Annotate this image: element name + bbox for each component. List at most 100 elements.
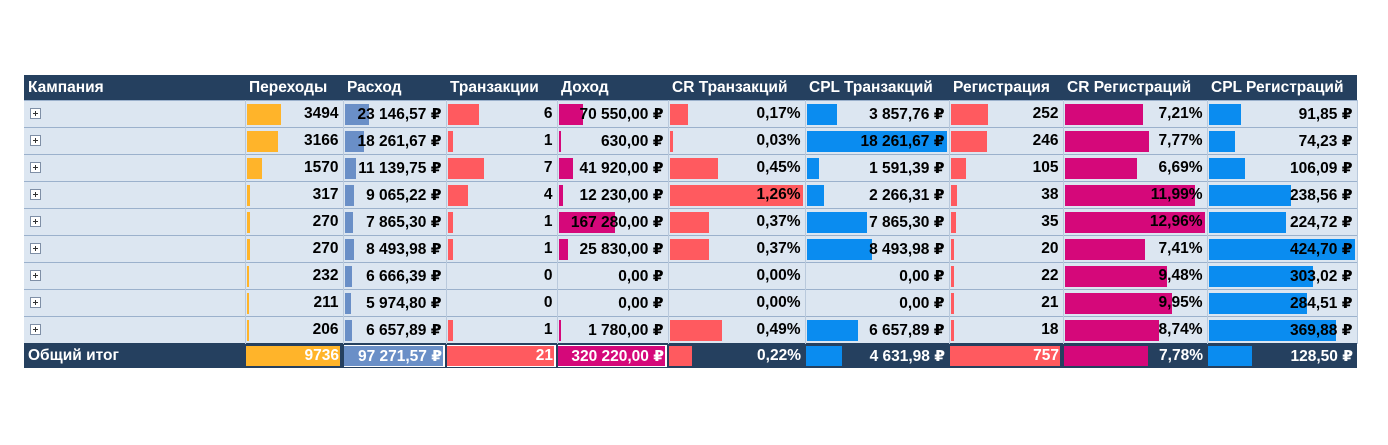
cell-cr-registrations[interactable]: 12,96% [1063,208,1208,236]
cell-cr-transactions[interactable]: 1,26% [668,181,806,209]
cell-clicks[interactable]: 3494 [245,100,344,128]
cell-revenue[interactable]: 167 280,00 ₽ [557,208,669,236]
cell-cpl-transactions[interactable]: 1 591,39 ₽ [805,154,950,182]
cell-transactions[interactable]: 1 [446,127,558,155]
header-cost[interactable]: Расход [343,75,446,101]
cell-cpl-transactions[interactable]: 0,00 ₽ [805,289,950,317]
cell-clicks[interactable]: 270 [245,235,344,263]
cell-clicks[interactable]: 1570 [245,154,344,182]
cell-registrations[interactable]: 252 [949,100,1064,128]
cell-campaign[interactable] [24,100,246,128]
cell-transactions[interactable]: 1 [446,316,558,344]
cell-clicks[interactable]: 317 [245,181,344,209]
cell-cost[interactable]: 7 865,30 ₽ [343,208,447,236]
total-cell-cpl-registrations[interactable]: 128,50 ₽ [1207,343,1357,368]
table-row[interactable]: 232 6 666,39 ₽ 0 0,00 ₽ 0,00% 0,00 ₽ 22 9,48% 30… [24,262,1358,290]
table-row[interactable]: 1570 11 139,75 ₽ 7 41 920,00 ₽ 0,45% 1 591,39… [24,154,1358,182]
cell-revenue[interactable]: 0,00 ₽ [557,289,669,317]
cell-cost[interactable]: 9 065,22 ₽ [343,181,447,209]
cell-cr-transactions[interactable]: 0,17% [668,100,806,128]
cell-clicks[interactable]: 270 [245,208,344,236]
cell-cpl-registrations[interactable]: 106,09 ₽ [1207,154,1358,182]
cell-cpl-transactions[interactable]: 6 657,89 ₽ [805,316,950,344]
cell-cpl-registrations[interactable]: 303,02 ₽ [1207,262,1358,290]
table-row[interactable]: 3166 18 261,67 ₽ 1 630,00 ₽ 0,03% 18 261,67 ₽… [24,127,1358,155]
cell-cost[interactable]: 11 139,75 ₽ [343,154,447,182]
expand-plus-icon[interactable] [30,108,41,120]
cell-cr-transactions[interactable]: 0,37% [668,208,806,236]
cell-cpl-transactions[interactable]: 7 865,30 ₽ [805,208,950,236]
cell-campaign[interactable] [24,181,246,209]
cell-cr-registrations[interactable]: 7,41% [1063,235,1208,263]
expand-plus-icon[interactable] [30,135,41,147]
cell-clicks[interactable]: 3166 [245,127,344,155]
cell-clicks[interactable]: 232 [245,262,344,290]
cell-cr-transactions[interactable]: 0,00% [668,262,806,290]
cell-cpl-registrations[interactable]: 91,85 ₽ [1207,100,1358,128]
cell-cpl-registrations[interactable]: 424,70 ₽ [1207,235,1358,263]
header-cpl-registrations[interactable]: CPL Регистраций [1207,75,1357,101]
table-row[interactable]: 3494 23 146,57 ₽ 6 70 550,00 ₽ 0,17% 3 857,76… [24,100,1358,128]
cell-transactions[interactable]: 1 [446,208,558,236]
cell-cost[interactable]: 5 974,80 ₽ [343,289,447,317]
cell-cost[interactable]: 23 146,57 ₽ [343,100,447,128]
cell-revenue[interactable]: 41 920,00 ₽ [557,154,669,182]
total-cell-transactions[interactable]: 21 [446,343,557,368]
cell-transactions[interactable]: 0 [446,289,558,317]
cell-cost[interactable]: 8 493,98 ₽ [343,235,447,263]
cell-cost[interactable]: 6 666,39 ₽ [343,262,447,290]
cell-cr-registrations[interactable]: 7,77% [1063,127,1208,155]
header-cr-transactions[interactable]: CR Транзакций [668,75,805,101]
header-campaign[interactable]: Кампания [24,75,245,101]
total-cell-cost[interactable]: 97 271,57 ₽ [343,343,446,368]
cell-transactions[interactable]: 7 [446,154,558,182]
cell-registrations[interactable]: 22 [949,262,1064,290]
table-row[interactable]: 317 9 065,22 ₽ 4 12 230,00 ₽ 1,26% 2 266,31 ₽… [24,181,1358,209]
cell-cpl-transactions[interactable]: 18 261,67 ₽ [805,127,950,155]
header-transactions[interactable]: Транзакции [446,75,557,101]
cell-registrations[interactable]: 35 [949,208,1064,236]
total-cell-cr-registrations[interactable]: 7,78% [1063,343,1207,368]
total-cell-cpl-transactions[interactable]: 4 631,98 ₽ [805,343,949,368]
cell-transactions[interactable]: 0 [446,262,558,290]
cell-campaign[interactable] [24,316,246,344]
cell-clicks[interactable]: 206 [245,316,344,344]
cell-cost[interactable]: 6 657,89 ₽ [343,316,447,344]
cell-revenue[interactable]: 630,00 ₽ [557,127,669,155]
total-cell-clicks[interactable]: 9736 [245,343,343,368]
cell-registrations[interactable]: 105 [949,154,1064,182]
cell-revenue[interactable]: 1 780,00 ₽ [557,316,669,344]
table-row[interactable]: 206 6 657,89 ₽ 1 1 780,00 ₽ 0,49% 6 657,89 ₽ 1… [24,316,1358,344]
cell-campaign[interactable] [24,262,246,290]
cell-campaign[interactable] [24,289,246,317]
cell-transactions[interactable]: 6 [446,100,558,128]
cell-cpl-registrations[interactable]: 74,23 ₽ [1207,127,1358,155]
cell-cpl-registrations[interactable]: 369,88 ₽ [1207,316,1358,344]
expand-plus-icon[interactable] [30,189,41,201]
cell-cr-transactions[interactable]: 0,45% [668,154,806,182]
cell-cr-registrations[interactable]: 8,74% [1063,316,1208,344]
total-cell-revenue[interactable]: 320 220,00 ₽ [557,343,668,368]
cell-cpl-transactions[interactable]: 8 493,98 ₽ [805,235,950,263]
cell-registrations[interactable]: 20 [949,235,1064,263]
cell-cpl-registrations[interactable]: 224,72 ₽ [1207,208,1358,236]
cell-transactions[interactable]: 1 [446,235,558,263]
cell-registrations[interactable]: 21 [949,289,1064,317]
cell-cr-transactions[interactable]: 0,00% [668,289,806,317]
cell-cr-transactions[interactable]: 0,03% [668,127,806,155]
cell-cr-registrations[interactable]: 6,69% [1063,154,1208,182]
cell-campaign[interactable] [24,235,246,263]
cell-registrations[interactable]: 246 [949,127,1064,155]
header-clicks[interactable]: Переходы [245,75,343,101]
cell-campaign[interactable] [24,127,246,155]
cell-revenue[interactable]: 25 830,00 ₽ [557,235,669,263]
expand-plus-icon[interactable] [30,243,41,255]
cell-cr-registrations[interactable]: 7,21% [1063,100,1208,128]
cell-cpl-registrations[interactable]: 238,56 ₽ [1207,181,1358,209]
cell-cpl-transactions[interactable]: 2 266,31 ₽ [805,181,950,209]
cell-clicks[interactable]: 211 [245,289,344,317]
cell-revenue[interactable]: 12 230,00 ₽ [557,181,669,209]
table-row[interactable]: 211 5 974,80 ₽ 0 0,00 ₽ 0,00% 0,00 ₽ 21 9,95% 28… [24,289,1358,317]
cell-registrations[interactable]: 38 [949,181,1064,209]
cell-revenue[interactable]: 70 550,00 ₽ [557,100,669,128]
